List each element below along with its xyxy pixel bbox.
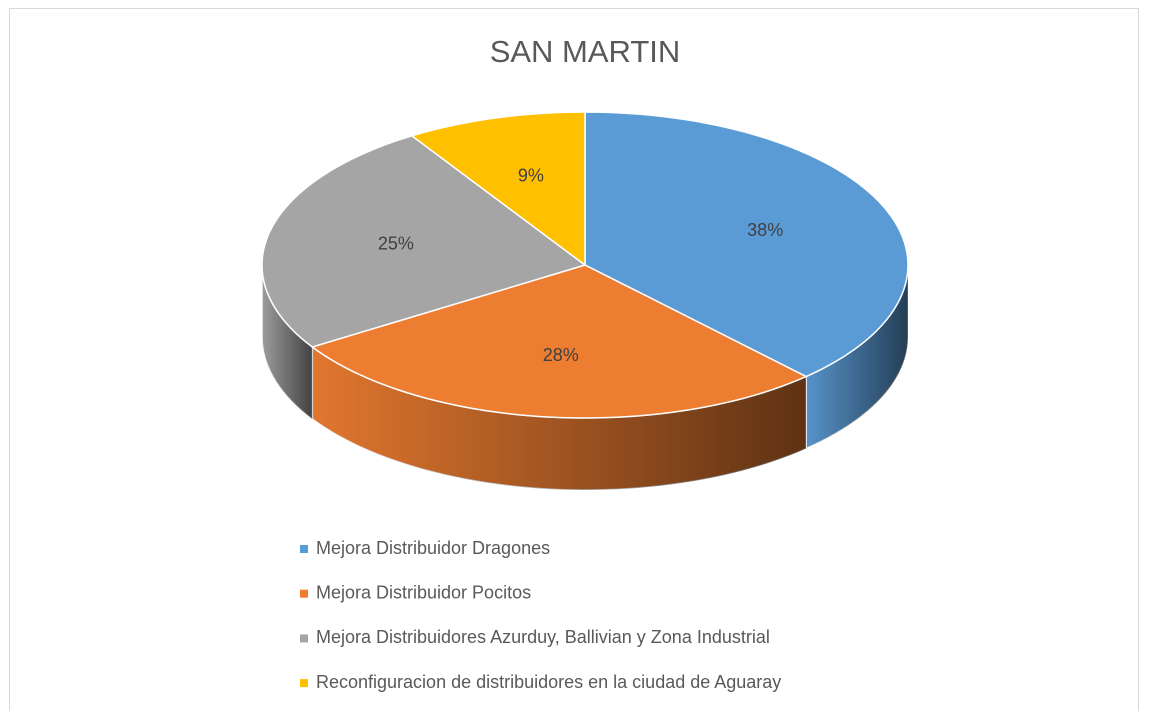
legend-swatch <box>300 545 308 553</box>
legend-swatch <box>300 589 308 598</box>
legend-label: Reconfiguracion de distribuidores en la … <box>316 672 781 692</box>
legend-swatch <box>300 634 308 643</box>
legend-label: Mejora Distribuidor Dragones <box>316 538 550 558</box>
legend-label: Mejora Distribuidor Pocitos <box>316 582 531 602</box>
data-label: 28% <box>543 345 579 365</box>
pie-slice <box>410 111 586 267</box>
pie-slice-side-shade <box>806 265 908 449</box>
legend: Mejora Distribuidor Dragones Mejora Distr… <box>300 538 781 692</box>
chart-title: SAN MARTIN <box>490 34 681 69</box>
pie-slice-side-shade <box>312 346 807 490</box>
legend-swatch <box>300 679 308 688</box>
pie-slice <box>584 111 909 378</box>
pie-slice-side-shade <box>262 265 313 419</box>
data-label: 9% <box>518 166 544 186</box>
pie-slice <box>261 134 587 348</box>
legend-label: Mejora Distribuidores Azurduy, Ballivian… <box>316 627 770 647</box>
pie: 38% 28% 25% 9% <box>261 111 909 491</box>
data-label: 25% <box>378 234 414 254</box>
pie-slice <box>310 264 808 419</box>
data-label: 38% <box>747 220 783 240</box>
